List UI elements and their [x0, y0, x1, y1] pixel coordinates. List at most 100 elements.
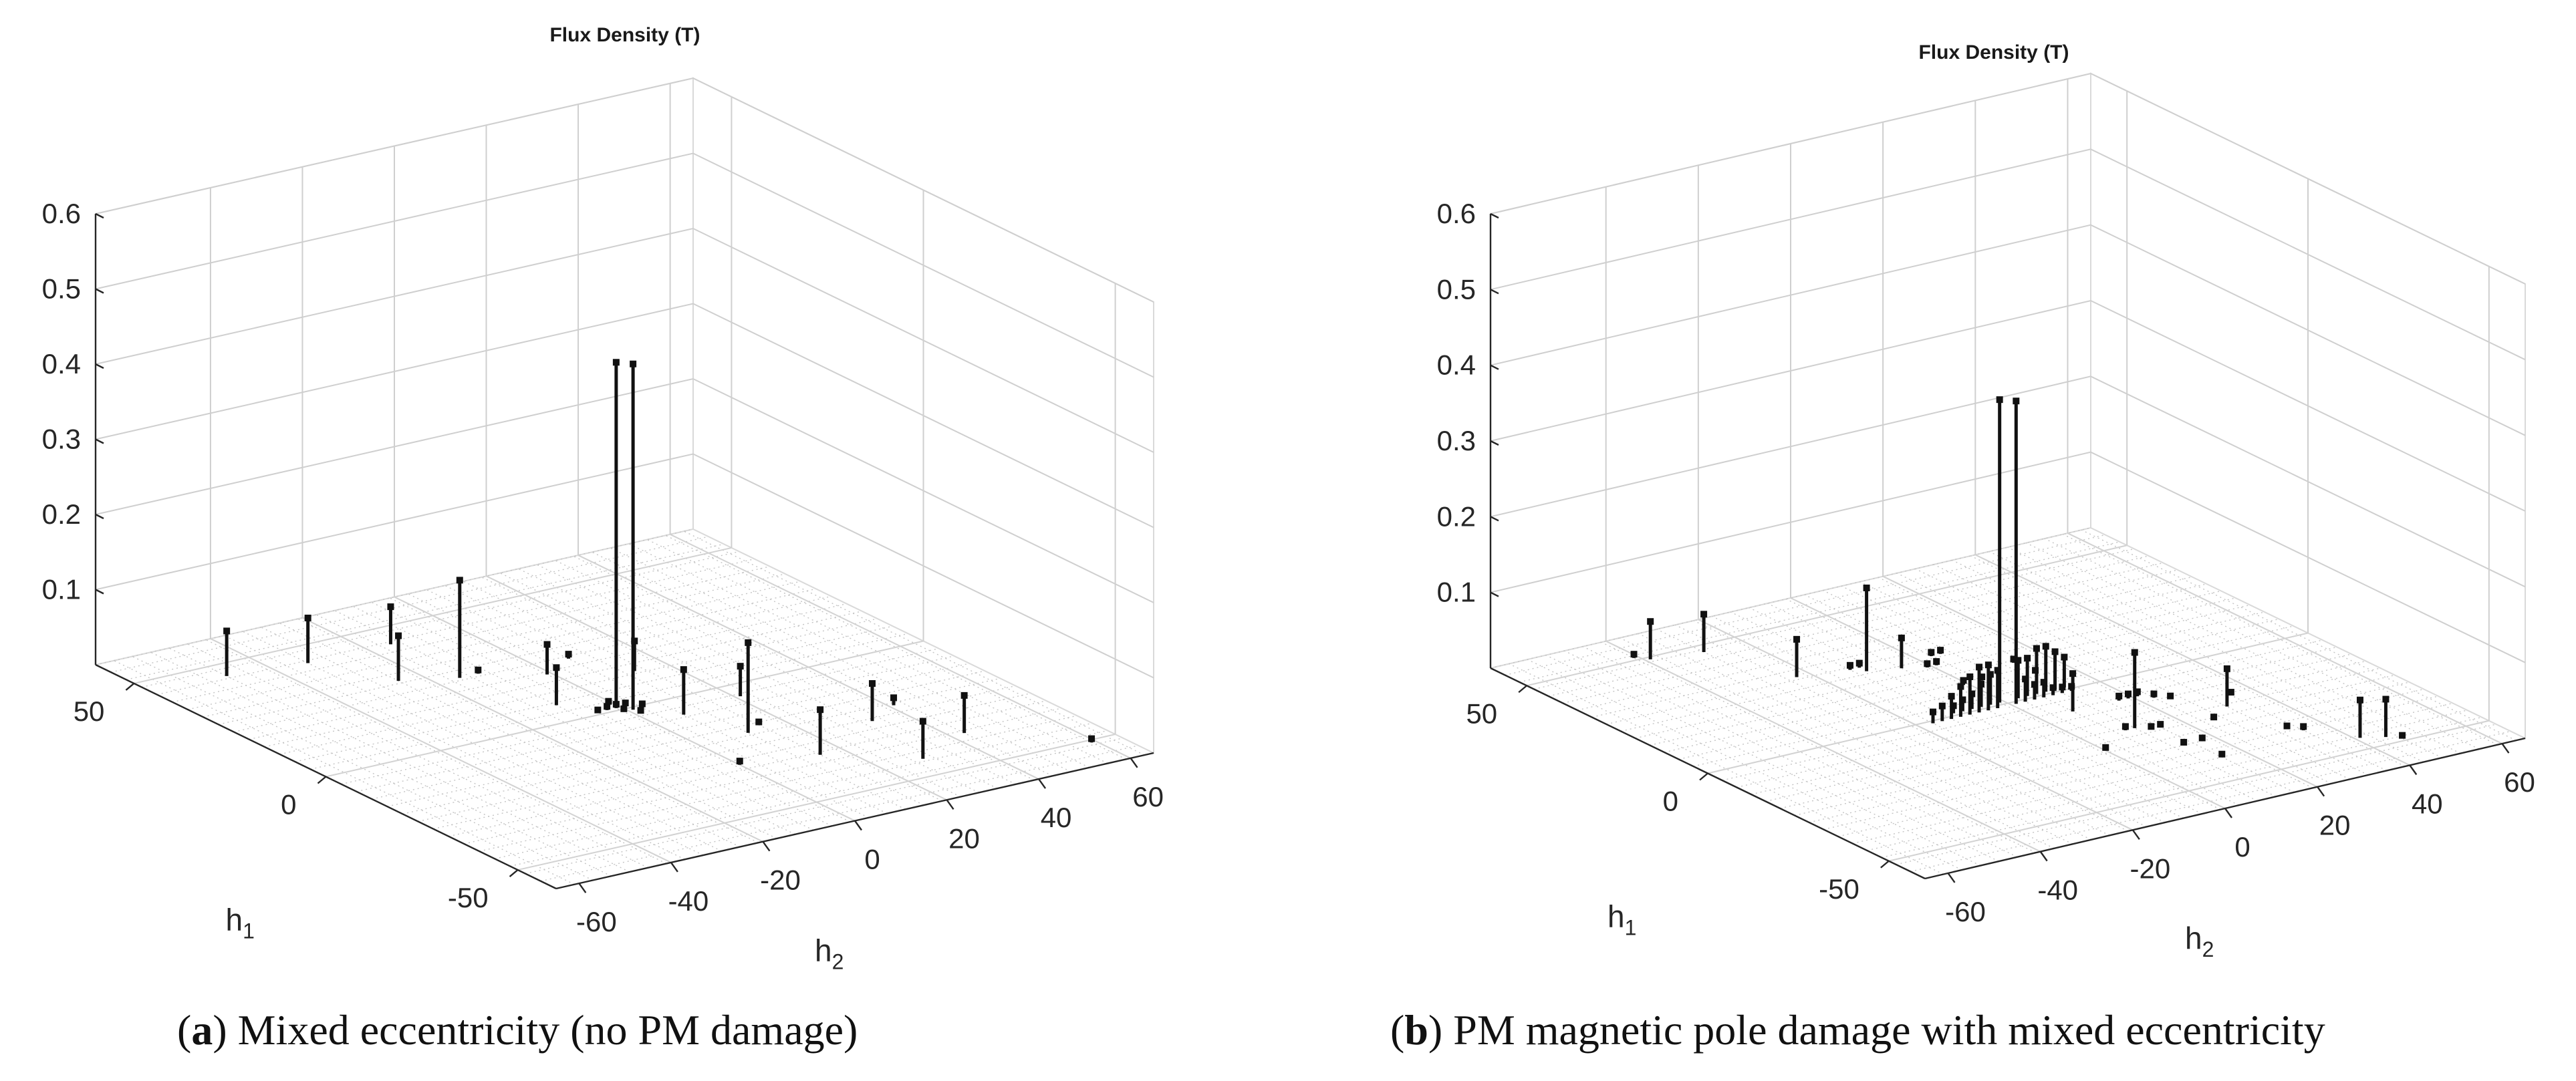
- z-tick-mark: [95, 212, 104, 219]
- z-tick-mark: [1490, 516, 1499, 522]
- axes-box: [1490, 72, 2526, 740]
- caption-b-text: PM magnetic pole damage with mixed eccen…: [1442, 1006, 2325, 1054]
- h2-tick-label: 20: [948, 822, 980, 854]
- stem-marker: [2150, 690, 2158, 698]
- floor-gridline-h2: [334, 610, 795, 835]
- floor-gridline-h1: [387, 670, 985, 807]
- floor-gridline-h2: [481, 577, 942, 802]
- chart-title: Flux Density (T): [1918, 41, 2069, 63]
- stem-marker: [919, 718, 926, 725]
- h2-tick-mark: [2224, 808, 2232, 818]
- floor-gridline-h2: [1527, 659, 1962, 871]
- floor-gridline-h2: [1767, 603, 2202, 814]
- floor-gridline-h2: [592, 551, 1053, 776]
- z-gridline: [95, 303, 1154, 528]
- h2-tick-mark: [946, 799, 954, 810]
- h1-axis-label: h1: [1607, 899, 1636, 940]
- stem-marker: [2300, 723, 2307, 730]
- stem-marker: [1957, 683, 1964, 690]
- h2-tick-mark: [2132, 829, 2140, 840]
- h1-tick-label: 0: [281, 789, 296, 820]
- floor-gridline-h1: [341, 647, 939, 785]
- stem-marker: [630, 360, 637, 367]
- z-tick-label: 0.2: [1437, 500, 1476, 532]
- panel-b-chart: 0.1 0.2 0.3 0.4 0.5 0.6 50 0 -50 -60 -40 -20 0 20 40 60…: [1437, 41, 2535, 961]
- z-tick-mark: [1490, 591, 1499, 597]
- floor-gridline-h2: [1785, 598, 2221, 810]
- floor-gridline-h2: [1730, 611, 2166, 823]
- floor-gridline-h2: [279, 622, 741, 848]
- floor-gridline-h1: [356, 655, 954, 792]
- floor-gridline-h2: [114, 660, 575, 885]
- floor-gridline-h2: [1693, 620, 2129, 832]
- h1-axis-label: h1: [226, 903, 255, 943]
- h2-tick-label: 0: [2234, 831, 2250, 863]
- floor-major-line-h1: [517, 734, 1116, 871]
- floor-major-line-h1: [1888, 720, 2490, 862]
- stem-marker: [2223, 665, 2230, 672]
- z-tick-mark: [95, 438, 104, 444]
- stem-marker: [2051, 648, 2059, 655]
- stem-marker: [543, 641, 551, 648]
- floor-gridline-h1: [402, 677, 1001, 815]
- stem-marker: [2015, 657, 2022, 664]
- floor-gridline-h1: [203, 581, 801, 718]
- z-tick-label: 0.5: [1437, 273, 1476, 305]
- floor-gridline-h2: [205, 639, 667, 865]
- z-tick-label: 0.2: [42, 498, 81, 530]
- stem-marker: [1793, 635, 1801, 643]
- h1-tick-label: -50: [448, 882, 489, 913]
- floor-gridline-h2: [646, 538, 1108, 764]
- floor-gridline-h2: [2007, 547, 2442, 758]
- z-gridline: [1490, 375, 2526, 588]
- floor-gridline-h2: [1896, 573, 2332, 784]
- floor-gridline-h2: [444, 585, 906, 810]
- z-tick-label: 0.6: [1437, 198, 1476, 229]
- h2-tick-mark: [1130, 758, 1138, 768]
- z-gridline: [1490, 299, 2526, 512]
- h2-tick-mark: [1038, 778, 1047, 789]
- floor-gridline-h2: [536, 564, 998, 789]
- stem-marker: [1924, 660, 1931, 667]
- h2-axis-label-sub: 2: [832, 950, 844, 974]
- floor-gridline-h2: [1638, 633, 2073, 844]
- floor-gridline-h1: [172, 566, 770, 703]
- stem-marker: [2356, 696, 2363, 704]
- floor-gridline-h1: [233, 595, 831, 733]
- floor-gridline-h1: [509, 730, 1108, 867]
- stem-marker: [2033, 645, 2040, 652]
- floor-gridline-h2: [2081, 529, 2517, 741]
- floor-gridline-h2: [315, 614, 777, 839]
- stem-marker: [2218, 750, 2226, 758]
- stem-marker: [2010, 655, 2017, 663]
- h2-tick-mark: [578, 883, 587, 893]
- floor-gridline-h2: [610, 547, 1071, 772]
- floor-gridline-h2: [1620, 637, 2055, 849]
- z-gridline: [1490, 224, 2526, 436]
- stem-marker: [1937, 647, 1944, 654]
- h1-tick-label: 50: [74, 696, 105, 727]
- stem-marker: [475, 666, 482, 673]
- stem-marker: [755, 718, 763, 726]
- z-gridline: [95, 77, 1154, 303]
- stem-marker: [594, 706, 602, 714]
- h1-tick-label: -50: [1819, 873, 1859, 905]
- z-tick-mark: [1490, 212, 1499, 219]
- floor-gridline-h1: [156, 558, 755, 696]
- stem-marker: [890, 694, 898, 702]
- floor-major-line-h1: [1526, 545, 2128, 687]
- h2-tick-label: 40: [1041, 802, 1072, 833]
- stem-marker: [737, 663, 744, 670]
- stem-marker: [612, 359, 620, 366]
- z-tick-label: 0.1: [42, 574, 81, 605]
- floor-gridline-h1: [494, 722, 1093, 860]
- z-tick-mark: [95, 363, 104, 369]
- floor-gridline-h2: [2044, 538, 2480, 750]
- stem-marker: [2031, 681, 2038, 688]
- stem-marker: [2198, 734, 2206, 742]
- h2-tick-label: 0: [864, 844, 880, 875]
- h2-tick-label: -60: [1945, 896, 1986, 927]
- floor-gridline-h1: [433, 692, 1031, 830]
- floor-gridline-h1: [310, 633, 908, 770]
